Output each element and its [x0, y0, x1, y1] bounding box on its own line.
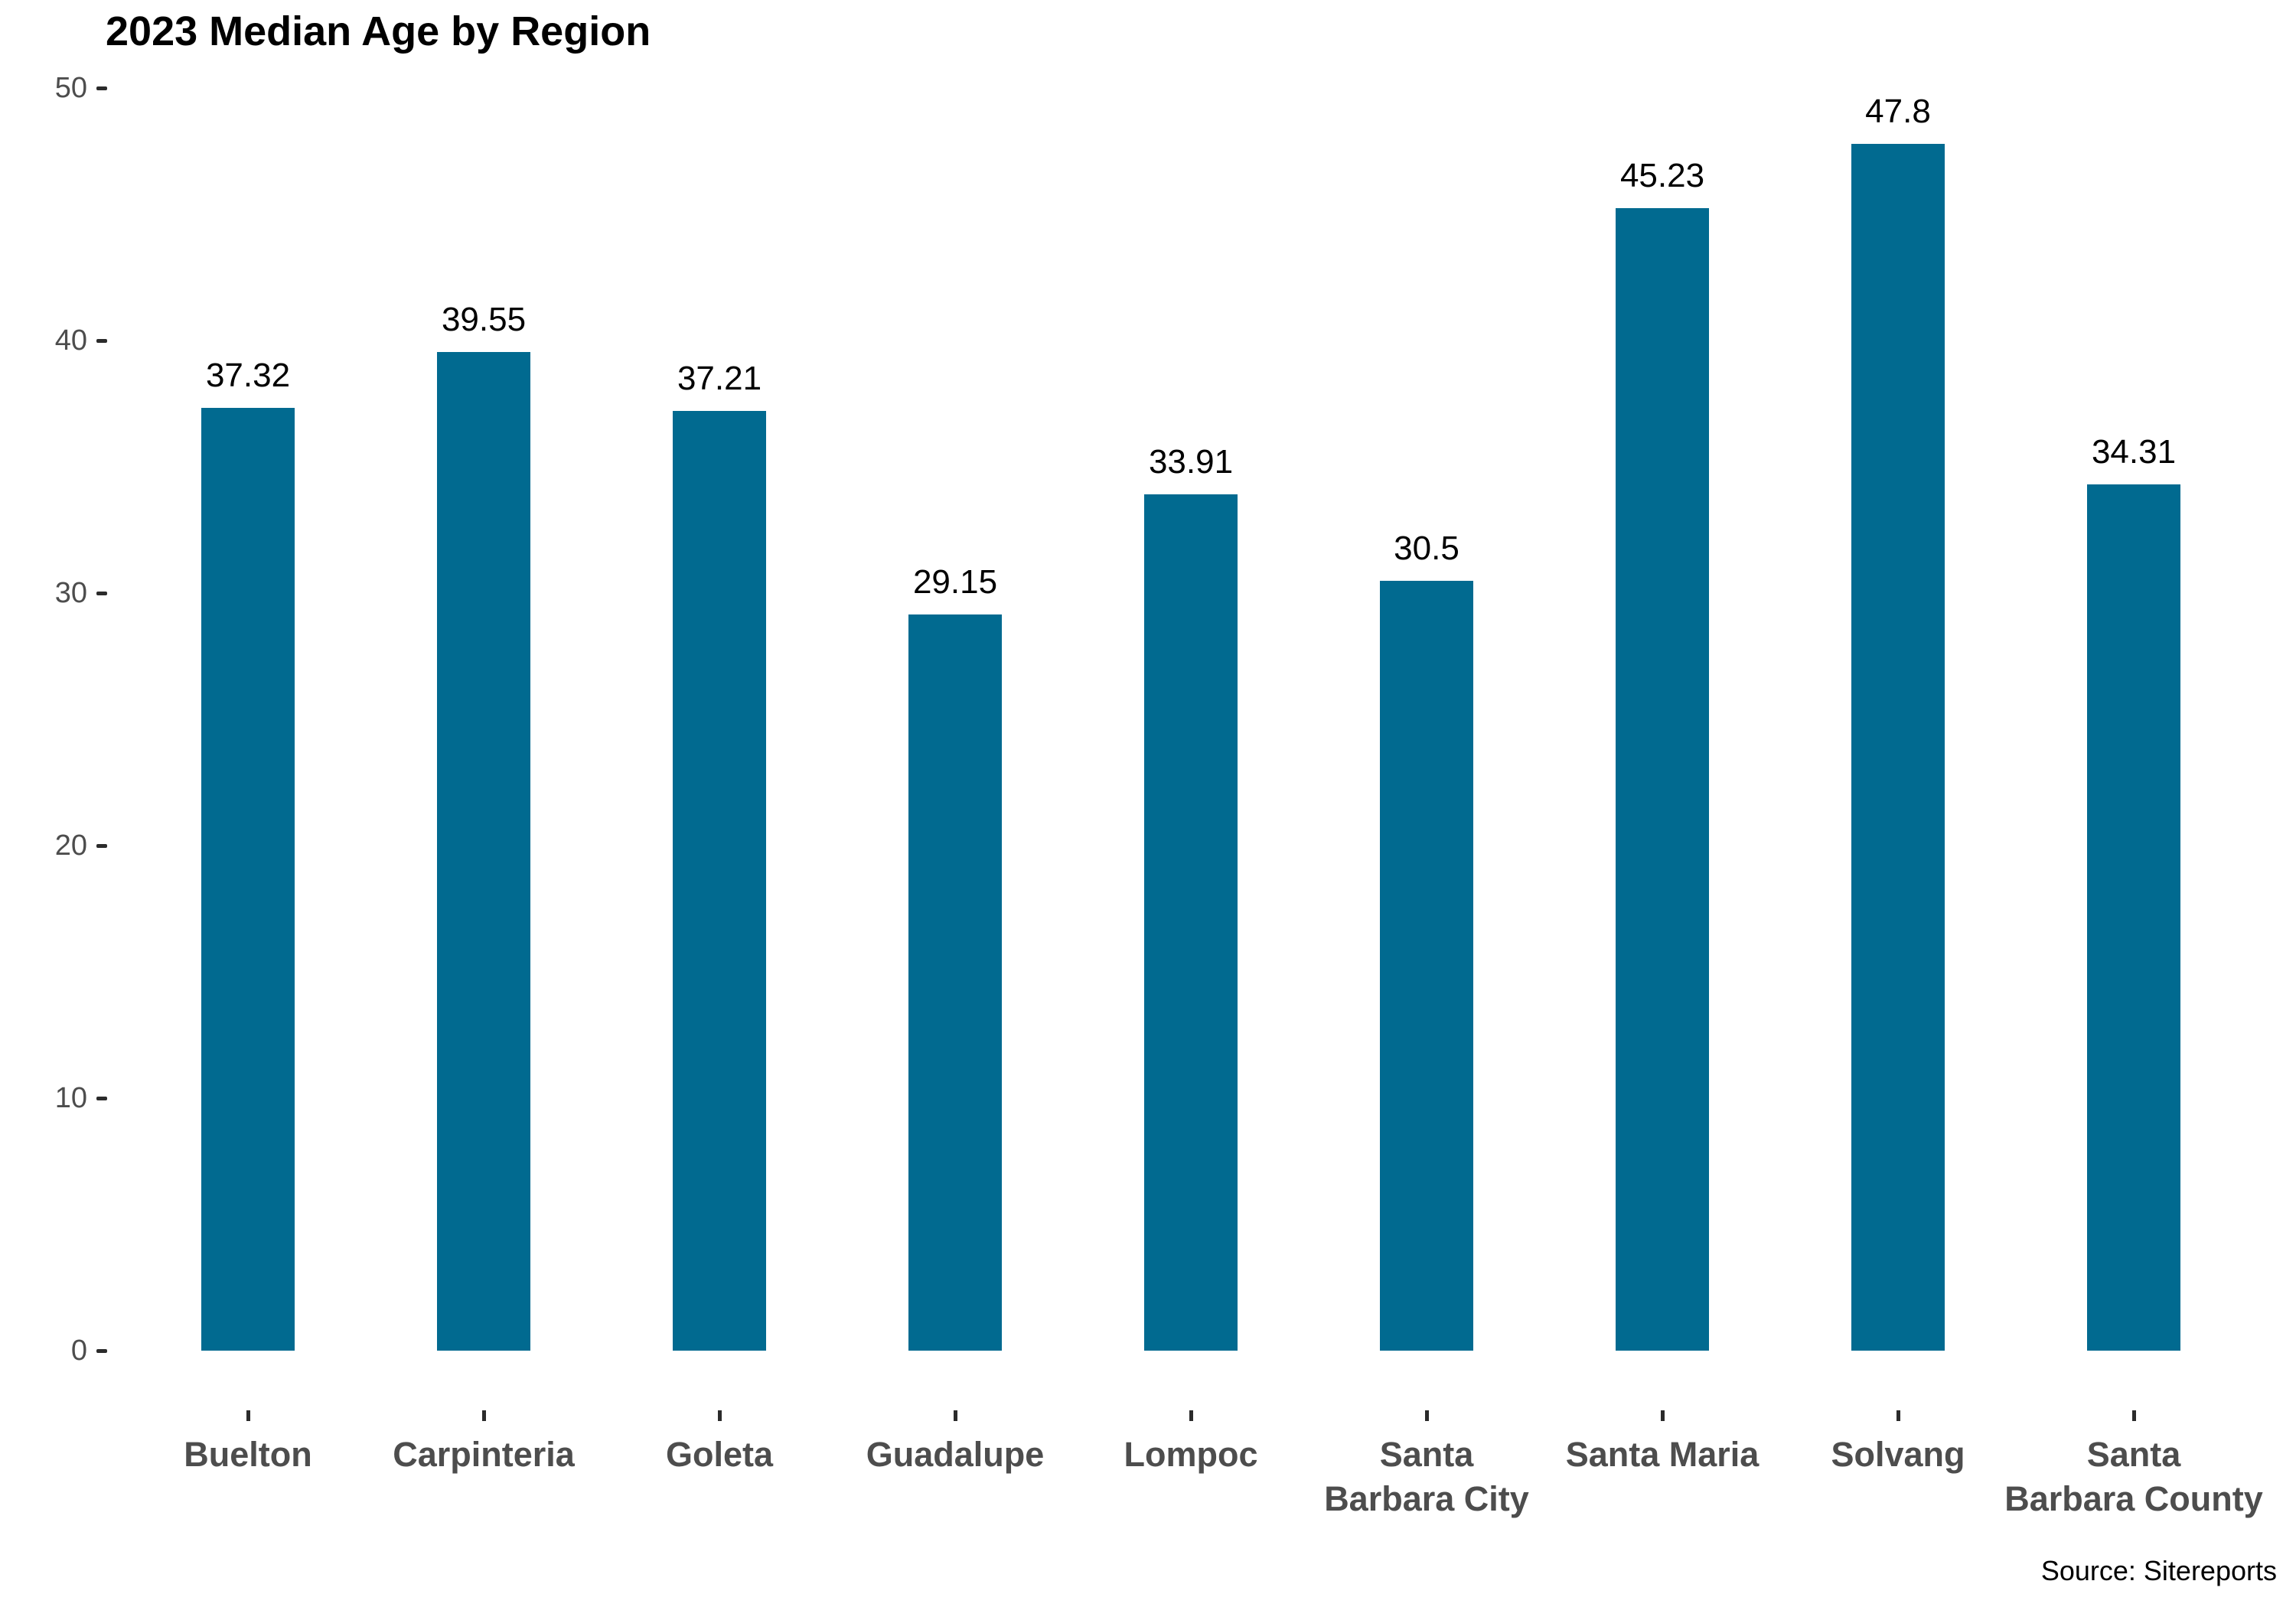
bar-value-label: 39.55: [441, 300, 527, 338]
y-tick-mark: [96, 1348, 107, 1353]
bar: [1380, 580, 1473, 1351]
bar-value-label: 34.31: [2091, 432, 2177, 471]
bar: [908, 614, 1002, 1351]
x-axis-label: Santa Barbara County: [2004, 1435, 2263, 1518]
bar-value-label: 37.21: [677, 360, 762, 398]
x-axis-label: Santa Maria: [1565, 1435, 1760, 1474]
bar: [1144, 494, 1238, 1351]
x-tick-mark: [1660, 1410, 1665, 1421]
x-tick-mark: [2131, 1410, 2136, 1421]
x-tick-mark: [1189, 1410, 1193, 1421]
bar: [1851, 143, 1945, 1351]
y-tick-mark: [96, 591, 107, 595]
x-tick-mark: [717, 1410, 722, 1421]
y-tick-label: 50: [54, 72, 87, 104]
x-tick-mark: [953, 1410, 957, 1421]
x-axis-label: Solvang: [1831, 1435, 1965, 1474]
bar-value-label: 37.32: [205, 357, 291, 395]
source-note: Source: Sitereports: [2040, 1555, 2277, 1586]
chart-title: 2023 Median Age by Region: [106, 8, 651, 54]
x-axis-label: Lompoc: [1124, 1435, 1258, 1474]
x-axis-label: Goleta: [665, 1435, 774, 1474]
bar-value-label: 47.8: [1865, 92, 1931, 130]
y-tick-label: 20: [54, 830, 87, 862]
x-tick-mark: [1896, 1410, 1900, 1421]
bar: [1616, 208, 1709, 1351]
bar-value-label: 33.91: [1148, 442, 1234, 481]
bar: [201, 408, 295, 1351]
x-axis-label: Buelton: [184, 1435, 312, 1474]
x-tick-mark: [481, 1410, 486, 1421]
y-tick-label: 10: [54, 1082, 87, 1114]
y-tick-mark: [96, 86, 107, 90]
x-axis-label: Carpinteria: [393, 1435, 575, 1474]
bar: [437, 351, 530, 1351]
x-tick-mark: [246, 1410, 250, 1421]
y-tick-label: 0: [70, 1335, 87, 1367]
x-axis-label: Guadalupe: [866, 1435, 1045, 1474]
bar-value-label: 30.5: [1394, 529, 1459, 567]
y-tick-mark: [96, 843, 107, 848]
bar-value-label: 29.15: [912, 563, 998, 601]
bar: [673, 411, 766, 1351]
y-tick-label: 30: [54, 577, 87, 609]
y-tick-label: 40: [54, 324, 87, 357]
x-axis-label: Santa Barbara City: [1324, 1435, 1529, 1518]
bar-value-label: 45.23: [1619, 157, 1705, 195]
y-tick-mark: [96, 1096, 107, 1100]
y-tick-mark: [96, 338, 107, 343]
x-tick-mark: [1424, 1410, 1429, 1421]
bar: [2087, 484, 2180, 1351]
